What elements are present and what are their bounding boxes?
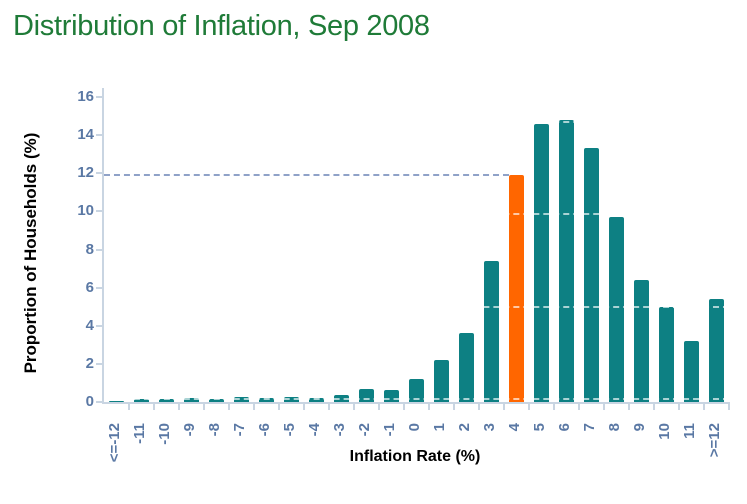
plot-area <box>96 88 730 410</box>
x-tick-label--7: -7 <box>230 423 248 437</box>
bar-11 <box>684 341 699 402</box>
x-axis-tick <box>228 404 230 410</box>
x-tick-label-3: 3 <box>480 423 498 432</box>
bar-8 <box>609 217 624 402</box>
x-axis-tick <box>253 404 255 410</box>
x-axis-tick <box>603 404 605 410</box>
x-tick-label--4: -4 <box>305 423 323 437</box>
x-tick-label-11: 11 <box>680 423 698 439</box>
y-tick-label-10: 10 <box>77 202 94 220</box>
x-axis-tick <box>553 404 555 410</box>
x-axis-tick <box>478 404 480 410</box>
x-axis-tick <box>728 404 730 410</box>
x-axis-tick <box>678 404 680 410</box>
x-tick-label-1: 1 <box>430 423 448 432</box>
x-tick-label-2: 2 <box>455 423 473 432</box>
bar--1 <box>384 389 399 402</box>
overlay-gridline <box>104 305 729 308</box>
x-axis-tick <box>628 404 630 410</box>
bar-10 <box>659 306 674 402</box>
x-tick-label--6: -6 <box>255 423 273 437</box>
x-tick-label-<=-12: <=-12 <box>105 423 123 463</box>
x-tick-label--10: -10 <box>155 423 173 445</box>
x-axis-tick <box>428 404 430 410</box>
y-tick-label-8: 8 <box>85 240 94 258</box>
x-tick-label--9: -9 <box>180 423 198 437</box>
y-axis-title: Proportion of Households (%) <box>21 132 40 374</box>
x-axis-tick <box>378 404 380 410</box>
x-tick-label--8: -8 <box>205 423 223 437</box>
bar-<=-12 <box>109 401 124 402</box>
y-tick-label-6: 6 <box>85 278 94 296</box>
y-axis-tick <box>96 134 102 137</box>
bar-3 <box>484 260 499 402</box>
x-axis-tick <box>203 404 205 410</box>
bar-2 <box>459 333 474 402</box>
bar--8 <box>209 399 224 402</box>
x-tick-label--2: -2 <box>355 423 373 437</box>
y-tick-label-2: 2 <box>85 354 94 372</box>
x-axis-tick <box>153 404 155 410</box>
x-tick-label->=12: >=12 <box>705 423 723 458</box>
x-axis-tick <box>528 404 530 410</box>
y-axis-tick <box>96 96 102 98</box>
overlay-gridline <box>104 398 729 401</box>
x-axis-tick <box>328 404 330 410</box>
x-axis-tick <box>128 404 130 410</box>
x-axis-tick <box>403 404 405 410</box>
bar--11 <box>134 399 149 402</box>
x-axis-tick <box>278 404 280 410</box>
x-tick-label-9: 9 <box>630 423 648 432</box>
bar-7 <box>584 148 599 402</box>
x-tick-label--11: -11 <box>130 423 148 444</box>
bar-4 <box>509 175 524 402</box>
chart-title: Distribution of Inflation, Sep 2008 <box>13 10 430 42</box>
y-axis-tick <box>96 286 102 289</box>
y-tick-label-0: 0 <box>85 393 94 410</box>
bar-6 <box>559 119 574 402</box>
x-tick-label-5: 5 <box>530 423 548 432</box>
x-tick-label-4: 4 <box>505 423 523 432</box>
x-tick-label--1: -1 <box>380 423 398 437</box>
y-axis-tick <box>96 401 102 403</box>
x-axis-tick <box>703 404 705 410</box>
x-axis-tick <box>303 404 305 410</box>
bar->=12 <box>709 299 724 402</box>
bar-1 <box>434 360 449 402</box>
bar-9 <box>634 280 649 402</box>
reference-line <box>104 174 509 177</box>
y-tick-label-14: 14 <box>77 126 94 144</box>
bar-0 <box>409 379 424 402</box>
x-tick-label-7: 7 <box>580 423 598 432</box>
x-axis-tick <box>578 404 580 410</box>
x-tick-label--3: -3 <box>330 423 348 437</box>
overlay-gridline <box>104 213 729 216</box>
y-axis-tick <box>96 210 102 213</box>
x-axis-tick <box>453 404 455 410</box>
y-tick-label-4: 4 <box>85 316 94 334</box>
overlay-gridline <box>104 120 729 123</box>
x-axis-tick <box>503 404 505 410</box>
y-axis-tick <box>96 362 102 365</box>
x-tick-label-8: 8 <box>605 423 623 432</box>
y-axis-tick <box>96 324 102 327</box>
x-tick-label-10: 10 <box>655 423 673 440</box>
x-tick-label--5: -5 <box>280 423 298 437</box>
x-axis-tick <box>178 404 180 410</box>
bar--10 <box>159 399 174 402</box>
y-tick-label-12: 12 <box>77 164 94 182</box>
y-axis-tick <box>96 248 102 251</box>
x-tick-label-0: 0 <box>405 423 423 432</box>
x-tick-label-6: 6 <box>555 423 573 432</box>
x-axis-tick <box>353 404 355 410</box>
x-axis-title: Inflation Rate (%) <box>349 448 481 465</box>
y-axis-tick <box>96 172 102 175</box>
y-tick-label-16: 16 <box>77 88 94 105</box>
x-axis-tick <box>653 404 655 410</box>
bar-5 <box>534 123 549 402</box>
